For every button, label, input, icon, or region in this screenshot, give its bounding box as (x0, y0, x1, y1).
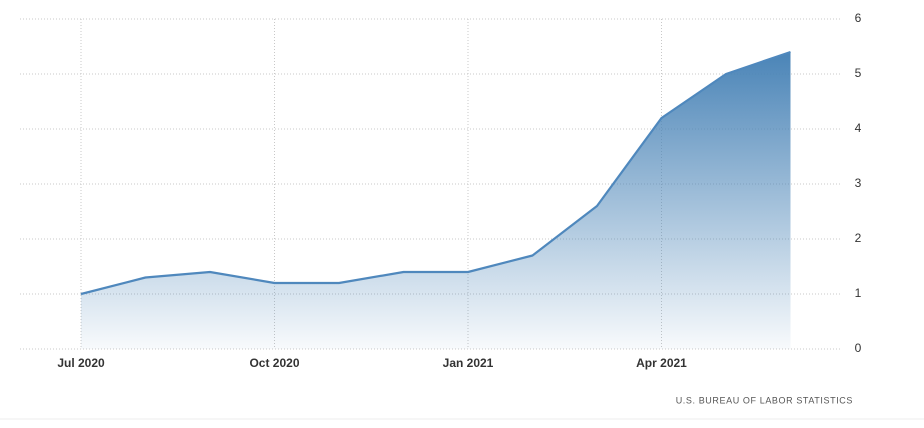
source: U.S. BUREAU OF LABOR STATISTICS (676, 395, 853, 405)
y-tick-label: 3 (855, 176, 862, 190)
y-tick-label: 6 (855, 11, 862, 25)
y-tick-label: 1 (855, 286, 862, 300)
line (80, 50, 791, 296)
x-tick-label: Jul 2020 (57, 356, 105, 370)
x-tick-label: Jan 2021 (443, 356, 494, 370)
y-tick-label: 5 (855, 66, 862, 80)
x-tick-label: Apr 2021 (636, 356, 687, 370)
y-tick-label: 2 (855, 231, 862, 245)
area (81, 52, 791, 349)
y-tick-label: 0 (855, 341, 862, 355)
x-tick-label: Oct 2020 (249, 356, 299, 370)
y-tick-label: 4 (855, 121, 862, 135)
